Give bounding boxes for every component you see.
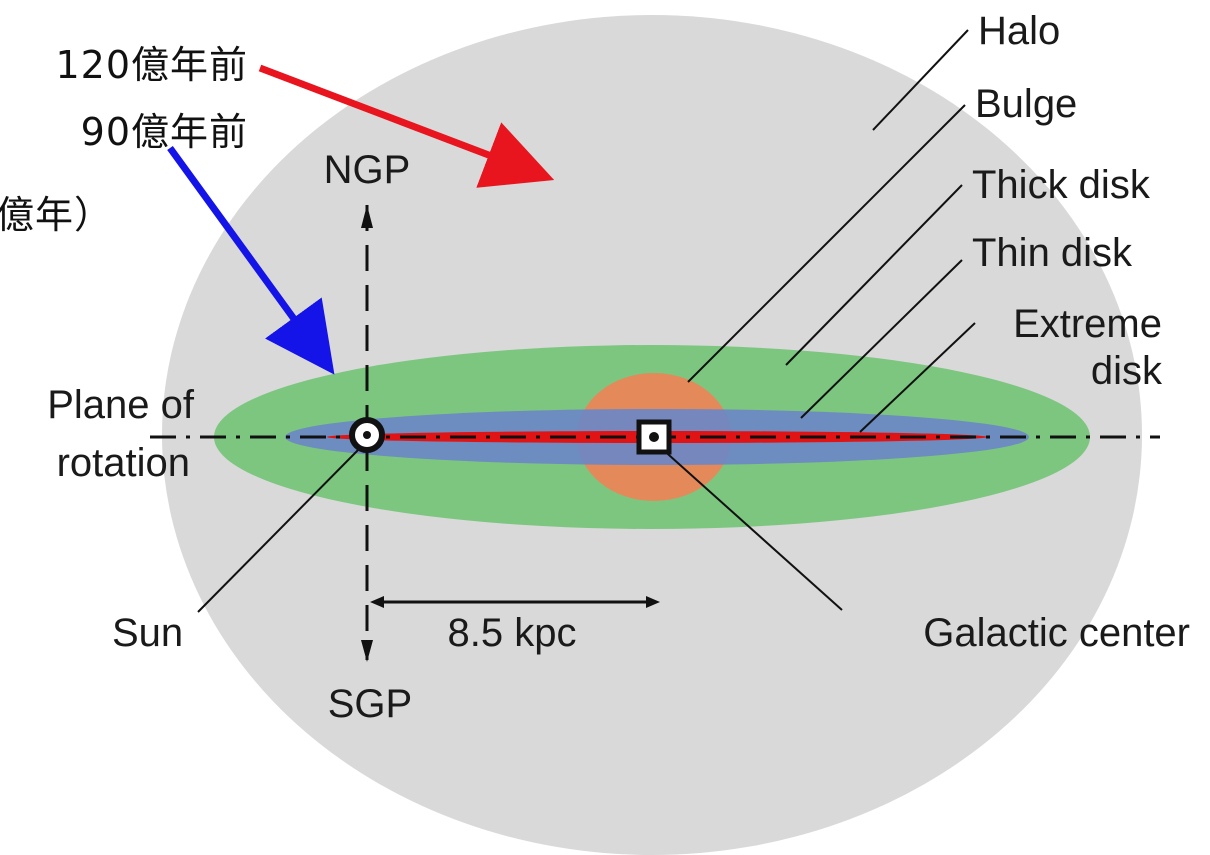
ngp-arrowhead: [361, 205, 373, 228]
label-ngp: NGP: [324, 148, 411, 192]
label-bulge: Bulge: [975, 82, 1077, 126]
galactic-center-leader: [659, 446, 843, 611]
blue-arrow: [167, 145, 335, 375]
sgp-arrowhead: [361, 640, 373, 662]
label-sun: Sun: [112, 611, 183, 655]
label-120-billion-years: 120億年前: [55, 43, 248, 87]
label-partial-billion-years: 億年）: [0, 193, 113, 237]
label-thin-disk: Thin disk: [972, 231, 1133, 275]
halo-leader: [872, 29, 969, 131]
label-plane-line1: Plane of: [47, 383, 195, 427]
label-extreme-line1: Extreme: [1013, 302, 1162, 346]
label-90-billion-years: 90億年前: [81, 110, 248, 154]
galactic-center-symbol-icon: [636, 419, 672, 455]
label-extreme-line2: disk: [1091, 349, 1163, 393]
thin-disk-leader: [800, 259, 963, 419]
label-halo: Halo: [978, 9, 1060, 53]
label-galactic-center: Galactic center: [923, 611, 1190, 655]
thick-disk-leader: [785, 184, 963, 366]
label-sgp: SGP: [328, 682, 412, 726]
distance-arrowhead-right: [646, 596, 660, 608]
sun-symbol-icon: [349, 417, 385, 453]
distance-arrowhead-left: [370, 596, 384, 608]
red-arrow: [258, 64, 555, 188]
bulge-leader: [687, 104, 966, 383]
label-plane-line2: rotation: [57, 441, 190, 485]
label-distance: 8.5 kpc: [448, 611, 577, 655]
sun-leader: [197, 445, 363, 613]
label-thick-disk: Thick disk: [972, 163, 1151, 207]
extreme-disk-leader: [859, 322, 976, 433]
